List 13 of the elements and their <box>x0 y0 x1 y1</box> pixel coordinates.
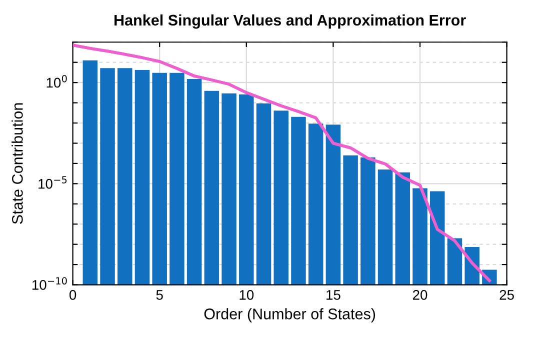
line-series <box>72 44 491 282</box>
chart-title: Hankel Singular Values and Approximation Error <box>114 14 466 29</box>
x-tick-label: 20 <box>412 290 428 300</box>
y-axis-title: State Contribution <box>12 103 23 224</box>
y-tick-label: 10$^{−5}$ <box>38 176 67 189</box>
x-tick-label: 0 <box>69 290 76 300</box>
x-tick-label: 15 <box>326 290 340 300</box>
y-tick-label: 10$^{−10}$ <box>32 277 67 290</box>
y-tick-label: 10$^{0}$ <box>46 74 67 88</box>
x-tick-label: 10 <box>240 290 254 300</box>
x-axis-title: Order (Number of States) <box>204 308 376 322</box>
x-tick-label: 5 <box>156 290 163 300</box>
x-tick-label: 25 <box>500 290 514 300</box>
